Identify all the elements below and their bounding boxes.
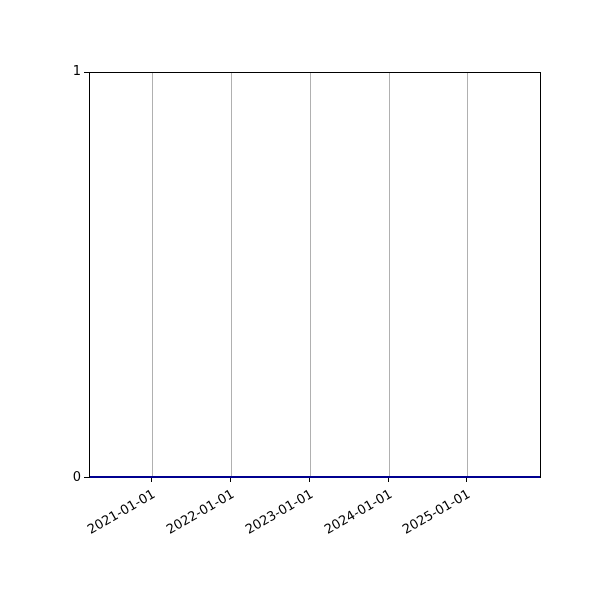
x-axis-tick-label: 2025-01-01 bbox=[400, 487, 474, 538]
y-axis-tick-label: 1 bbox=[72, 64, 81, 79]
gridline bbox=[467, 73, 468, 477]
x-tick bbox=[309, 478, 310, 482]
gridline bbox=[231, 73, 232, 477]
x-axis-tick-label: 2024-01-01 bbox=[322, 487, 396, 538]
gridline bbox=[152, 73, 153, 477]
plot-area bbox=[89, 72, 541, 478]
gridline bbox=[310, 73, 311, 477]
data-line bbox=[90, 475, 540, 478]
x-tick bbox=[388, 478, 389, 482]
y-axis-tick-label: 0 bbox=[72, 470, 81, 485]
gridline bbox=[389, 73, 390, 477]
x-axis-tick-label: 2022-01-01 bbox=[164, 487, 238, 538]
x-axis-tick-label: 2023-01-01 bbox=[243, 487, 317, 538]
x-tick bbox=[151, 478, 152, 482]
y-tick bbox=[84, 477, 89, 478]
x-tick bbox=[466, 478, 467, 482]
x-axis-tick-label: 2021-01-01 bbox=[85, 487, 159, 538]
y-tick bbox=[84, 72, 89, 73]
x-tick bbox=[230, 478, 231, 482]
